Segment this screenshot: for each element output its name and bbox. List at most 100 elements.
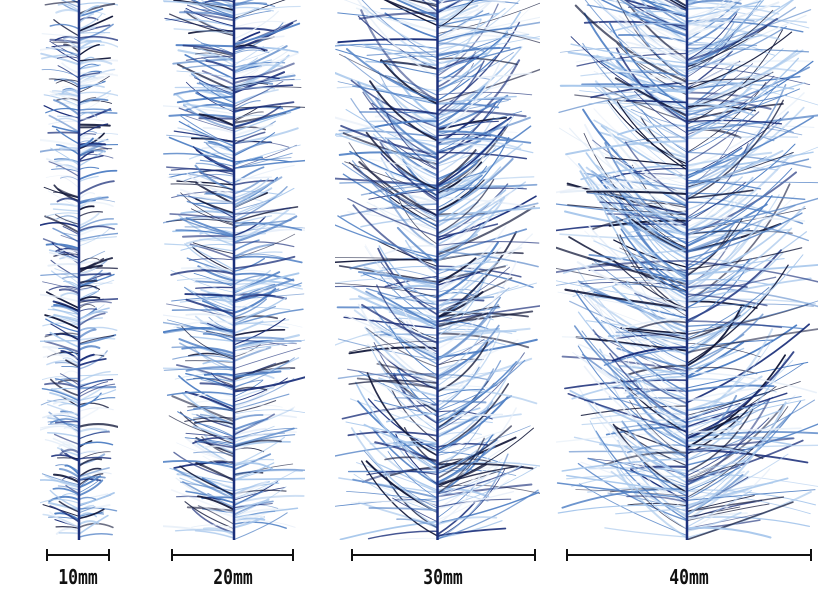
brush-fiber: [78, 111, 118, 114]
brush-fiber: [338, 151, 439, 159]
brush-fiber: [624, 141, 688, 202]
brush-fiber: [686, 323, 810, 404]
brush-fiber: [78, 166, 100, 171]
brush-fiber: [436, 72, 533, 81]
brush-fiber: [371, 427, 439, 486]
brush-fiber: [625, 10, 688, 15]
brush-fiber: [202, 126, 235, 134]
brush-fiber: [55, 117, 80, 124]
brush-fiber: [176, 70, 235, 79]
brush-fiber: [184, 286, 235, 312]
brush-fiber: [233, 192, 283, 216]
brush-fiber: [577, 280, 688, 329]
brush-fiber: [170, 183, 235, 191]
brush-fiber: [78, 44, 100, 57]
brush-fiber: [436, 305, 540, 323]
brush-fiber: [193, 392, 235, 398]
brush-fiber: [686, 18, 808, 25]
brush-fiber: [437, 97, 504, 152]
brush-fiber: [58, 288, 81, 295]
brush-fiber: [181, 234, 236, 238]
brush-fiber: [233, 166, 265, 185]
brush-fiber: [57, 3, 80, 12]
scale-tick-left: [46, 549, 48, 561]
brush-fiber: [626, 280, 688, 341]
brush-fiber: [78, 232, 118, 241]
scale-tick-left: [171, 549, 173, 561]
brush-fiber: [436, 222, 483, 262]
brush-fiber: [78, 337, 116, 341]
brush-fiber: [596, 54, 688, 105]
brush-fiber: [78, 441, 114, 447]
brush-fiber: [53, 99, 80, 116]
brush-fiber: [685, 17, 779, 62]
brush-fiber: [194, 422, 235, 438]
brush-fiber: [624, 445, 688, 475]
brush-fiber: [597, 21, 688, 80]
brush-fiber: [78, 31, 111, 34]
brush-fiber: [616, 347, 688, 370]
brush-fiber: [364, 326, 439, 390]
brush-fiber: [686, 427, 802, 434]
brush-fiber: [233, 414, 297, 419]
brush-fiber: [593, 295, 688, 404]
brush-fiber: [686, 323, 805, 330]
brush-fiber: [77, 386, 117, 390]
brush-fiber: [62, 276, 80, 279]
brush-fiber: [594, 80, 689, 158]
brush-fiber: [436, 12, 500, 21]
brush-fiber: [78, 496, 97, 501]
brush-fiber: [78, 402, 109, 409]
brush-fiber: [180, 243, 235, 251]
brush-fiber: [686, 26, 787, 73]
brush-fiber: [437, 285, 519, 312]
brush-fiber: [78, 112, 98, 118]
brush-fiber: [436, 60, 485, 116]
brush-fiber: [233, 321, 273, 327]
brush-fiber: [589, 420, 688, 530]
brush-fiber: [54, 268, 80, 278]
brush-fiber: [78, 383, 116, 398]
brush-fiber: [233, 120, 276, 139]
brush-fiber: [436, 3, 499, 77]
brush-fiber: [436, 47, 511, 56]
brush-fiber: [78, 512, 98, 518]
brush-fiber: [233, 107, 258, 121]
brush-fiber: [195, 399, 235, 404]
brush-fiber: [636, 379, 688, 433]
brush-fiber: [627, 230, 688, 237]
brush-fiber: [686, 99, 784, 201]
brush-fiber: [233, 7, 259, 22]
brush-fiber: [52, 208, 80, 212]
brush-fiber: [233, 504, 279, 509]
brush-fiber: [210, 372, 235, 388]
brush-fiber: [686, 489, 816, 501]
brush-fiber: [45, 107, 80, 114]
brush-fiber: [52, 308, 80, 315]
brush-fiber: [568, 127, 688, 214]
brush-fiber: [360, 184, 439, 196]
brush-fiber: [182, 44, 235, 55]
brush-fiber: [556, 482, 688, 499]
brush-fiber: [437, 311, 513, 320]
brush-fiber: [686, 313, 764, 370]
brush-fiber: [233, 186, 288, 222]
brush-fiber: [53, 313, 81, 323]
brush-fiber: [436, 0, 506, 4]
brush-fiber: [557, 291, 688, 317]
brush-fiber: [233, 274, 265, 285]
brush-fiber: [233, 377, 288, 403]
brush-fiber: [78, 273, 112, 277]
brush-fiber: [686, 71, 774, 110]
brush-fiber: [60, 249, 80, 254]
brush-fiber: [184, 293, 235, 297]
brush-fiber: [233, 19, 297, 48]
brush-fiber: [185, 7, 235, 27]
brush-fiber: [65, 281, 80, 290]
brush-fiber: [651, 0, 688, 24]
brush-fiber: [233, 22, 294, 51]
brush-fiber: [378, 377, 439, 398]
brush-sample-20mm: [163, 0, 305, 540]
brush-fiber: [168, 13, 235, 37]
brush-fiber: [437, 425, 531, 456]
